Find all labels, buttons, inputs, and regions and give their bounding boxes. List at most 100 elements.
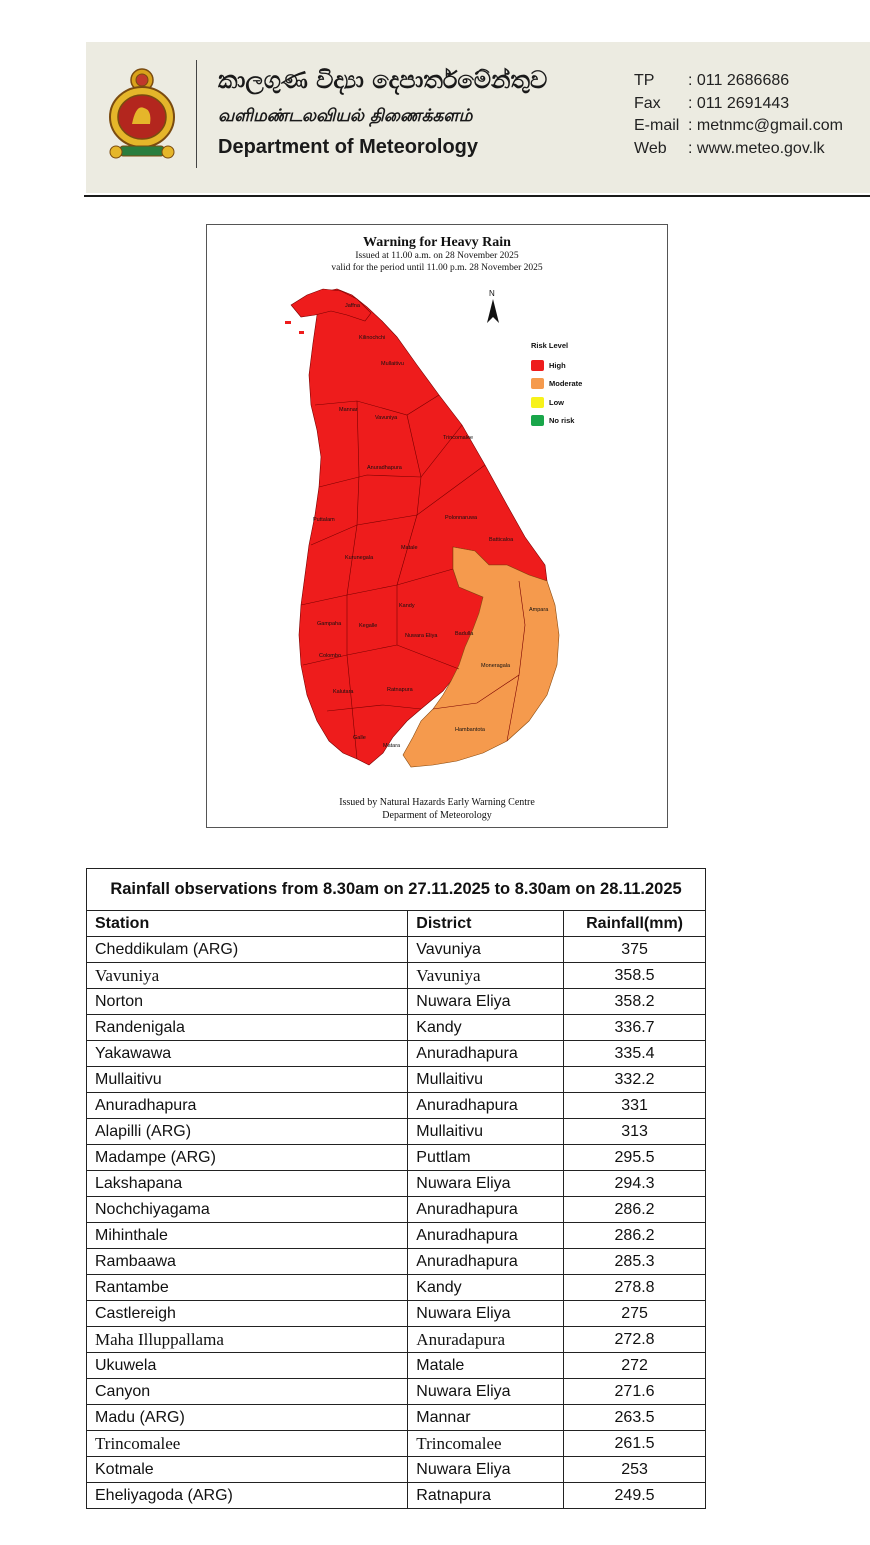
table-row: Randenigala Kandy 336.7	[85, 1014, 706, 1041]
station-cell: Nochchiyagama	[85, 1196, 409, 1223]
legend-swatch	[531, 378, 544, 390]
north-label: N	[489, 289, 495, 298]
station-cell: Rambaawa	[85, 1248, 409, 1275]
table-header-row: Station District Rainfall(mm)	[85, 910, 706, 937]
table-row: Lakshapana Nuwara Eliya 294.3	[85, 1170, 706, 1197]
contact-value: : metnmc@gmail.com	[688, 117, 843, 134]
contact-value: : 011 2686686	[688, 72, 790, 89]
table-row: Anuradhapura Anuradhapura 331	[85, 1092, 706, 1119]
station-cell: Madampe (ARG)	[85, 1144, 409, 1171]
rainfall-cell: 375	[563, 936, 706, 963]
contact-key: Web	[634, 139, 667, 157]
station-cell: Kotmale	[85, 1456, 409, 1483]
contact-value: : 011 2691443	[688, 94, 790, 112]
district-cell: Nuwara Eliya	[407, 988, 565, 1015]
district-cell: Ratnapura	[407, 1482, 565, 1509]
district-cell: Anuradhapura	[407, 1092, 565, 1119]
district-label: Nuwara Eliya	[405, 633, 438, 639]
legend-label: Moderate	[549, 379, 583, 389]
government-emblem-icon	[109, 68, 175, 159]
rainfall-cell: 271.6	[563, 1378, 706, 1405]
table-row: Vavuniya Vavuniya 358.5	[85, 962, 706, 989]
contact-value: : www.meteo.gov.lk	[688, 139, 825, 157]
table-row: Cheddikulam (ARG) Vavuniya 375	[85, 936, 706, 963]
rainfall-cell: 263.5	[563, 1404, 706, 1431]
station-cell: Castlereigh	[85, 1300, 409, 1327]
table-row: Madu (ARG) Mannar 263.5	[85, 1404, 706, 1431]
table-caption: Rainfall observations from 8.30am on 27.…	[86, 868, 706, 911]
legend-swatch	[531, 396, 544, 408]
table-row: Rantambe Kandy 278.8	[85, 1274, 706, 1301]
rainfall-cell: 272.8	[563, 1326, 706, 1353]
district-label: Kilinochchi	[359, 335, 385, 341]
district-label: Kalutara	[333, 689, 354, 695]
station-cell: Rantambe	[85, 1274, 409, 1301]
legend-title: Risk Level	[531, 341, 569, 350]
rainfall-cell: 285.3	[563, 1248, 706, 1275]
district-cell: Trincomalee	[407, 1430, 565, 1457]
table-caption-row: Rainfall observations from 8.30am on 27.…	[86, 868, 706, 911]
table-row: Norton Nuwara Eliya 358.2	[85, 988, 706, 1015]
legend-label: No risk	[549, 416, 575, 426]
legend-label: High	[549, 360, 566, 370]
district-label: Colombo	[319, 653, 341, 659]
department-name-sinhala: කාලගුණ විද්‍යා දෙපාර්තමේන්තුව	[218, 66, 548, 94]
contact-phone: TP : 011 2686686	[634, 70, 843, 93]
station-cell: Ukuwela	[85, 1352, 409, 1379]
legend-item-low: Low	[531, 393, 582, 412]
department-name-english: Department of Meteorology	[218, 136, 479, 158]
rainfall-cell: 253	[563, 1456, 706, 1483]
legend-label: Low	[549, 397, 564, 407]
district-label: Polonnaruwa	[445, 515, 478, 521]
warning-map-frame: Warning for Heavy Rain Issued at 11.00 a…	[206, 224, 668, 828]
table-row: Canyon Nuwara Eliya 271.6	[85, 1378, 706, 1405]
rainfall-table: Rainfall observations from 8.30am on 27.…	[85, 868, 706, 1509]
table-row: Rambaawa Anuradhapura 285.3	[85, 1248, 706, 1275]
rainfall-cell: 336.7	[563, 1014, 706, 1041]
header-rainfall: Rainfall(mm)	[563, 910, 706, 937]
header-rule	[84, 195, 870, 197]
district-label: Jaffna	[345, 303, 361, 309]
contact-web: Web : www.meteo.gov.lk	[634, 138, 843, 161]
north-arrow-icon	[487, 299, 499, 323]
station-cell: Mihinthale	[85, 1222, 409, 1249]
district-label: Vavuniya	[375, 415, 398, 421]
district-label: Hambantota	[455, 727, 486, 733]
table-row: Mihinthale Anuradhapura 286.2	[85, 1222, 706, 1249]
legend-swatch	[531, 415, 544, 427]
map-issued-time: Issued at 11.00 a.m. on 28 November 2025	[355, 251, 519, 261]
station-cell: Madu (ARG)	[85, 1404, 409, 1431]
rainfall-cell: 249.5	[563, 1482, 706, 1509]
contact-key: TP	[634, 72, 655, 89]
district-label: Anuradhapura	[367, 465, 403, 471]
table-row: Maha Illuppallama Anuradapura 272.8	[85, 1326, 706, 1353]
table-body: Cheddikulam (ARG) Vavuniya 375 Vavuniya Vavu…	[85, 936, 706, 1509]
header-station: Station	[85, 910, 409, 937]
district-cell: Vavuniya	[407, 936, 565, 963]
legend-swatch	[531, 359, 544, 371]
district-cell: Anuradhapura	[407, 1040, 565, 1067]
rainfall-cell: 275	[563, 1300, 706, 1327]
district-label: Kandy	[399, 603, 415, 609]
map-issuer: Issued by Natural Hazards Early Warning …	[339, 797, 535, 808]
station-cell: Canyon	[85, 1378, 409, 1405]
table-row: Nochchiyagama Anuradhapura 286.2	[85, 1196, 706, 1223]
rainfall-cell: 261.5	[563, 1430, 706, 1457]
contact-email: E-mail: metnmc@gmail.com	[634, 115, 843, 138]
district-label: Kurunegala	[345, 555, 374, 561]
district-label: Batticaloa	[489, 537, 514, 543]
district-cell: Mullaitivu	[407, 1066, 565, 1093]
legend-item-no-risk: No risk	[531, 412, 582, 431]
table-row: Madampe (ARG) Puttlam 295.5	[85, 1144, 706, 1171]
header-divider	[196, 60, 197, 168]
rainfall-cell: 358.2	[563, 988, 706, 1015]
moderate-risk-region	[402, 546, 560, 768]
rainfall-cell: 313	[563, 1118, 706, 1145]
sri-lanka-risk-map: Jaffna Kilinochchi Mullaitivu Mannar Vav…	[285, 288, 560, 768]
district-label: Badulla	[455, 631, 474, 637]
district-label: Ampara	[529, 607, 549, 613]
contact-block: TP: 011 2686686 Fax: 011 2691443 E-mail:…	[634, 70, 843, 160]
island-mark	[299, 331, 304, 334]
station-cell: Lakshapana	[85, 1170, 409, 1197]
station-cell: Alapilli (ARG)	[85, 1118, 409, 1145]
